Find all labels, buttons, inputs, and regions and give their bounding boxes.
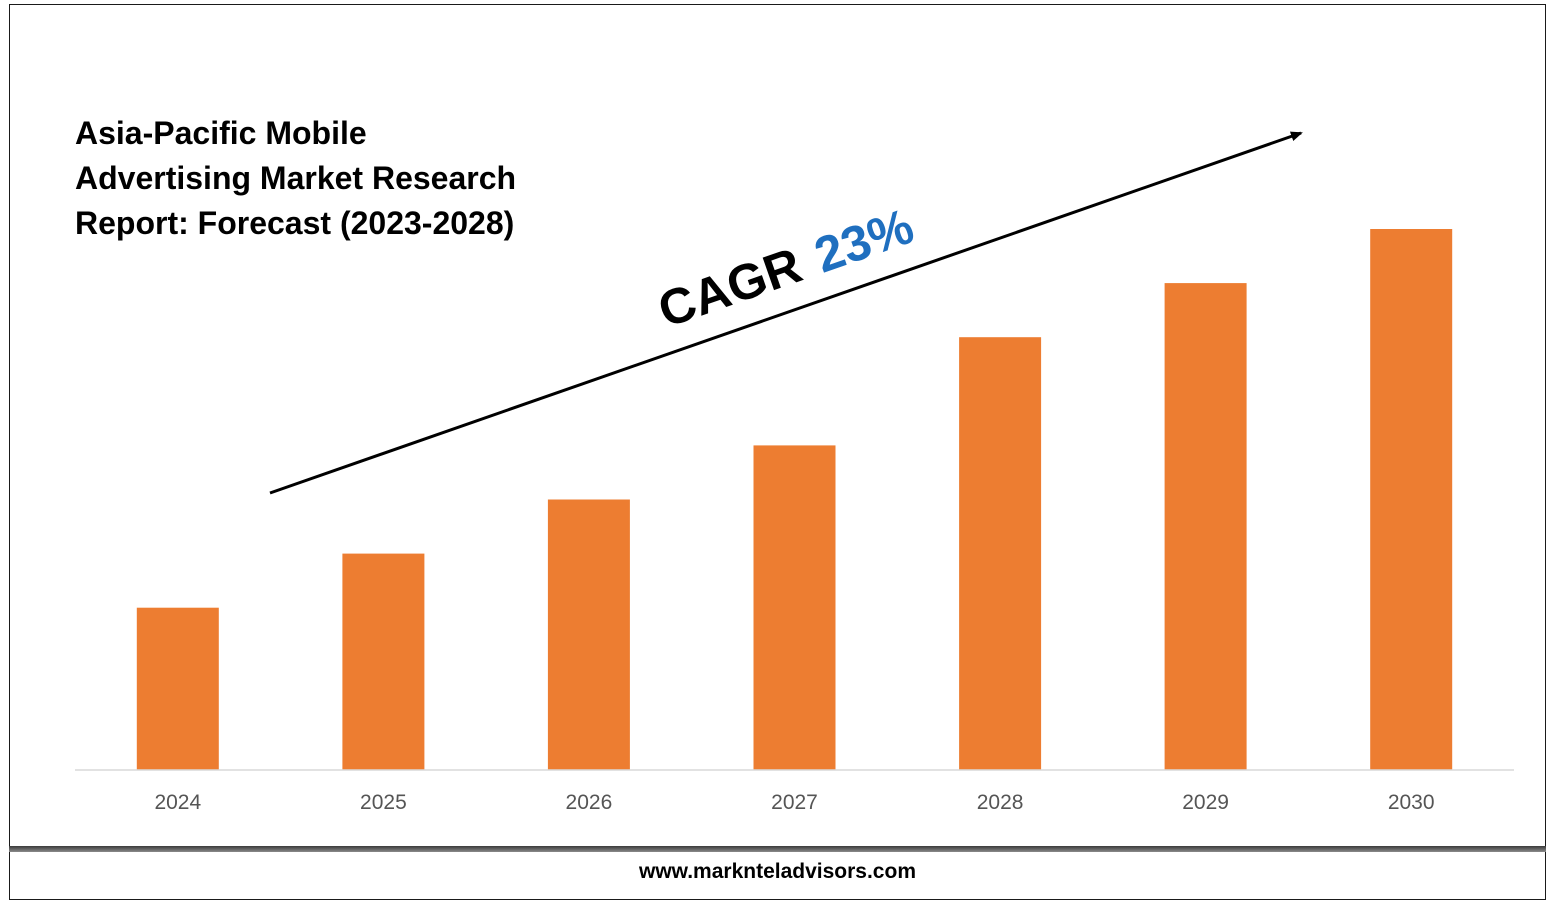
bar-2029 bbox=[1164, 283, 1247, 770]
x-tick-label-2027: 2027 bbox=[771, 791, 818, 814]
x-tick-label-2028: 2028 bbox=[977, 791, 1024, 814]
bar-2030 bbox=[1370, 229, 1453, 770]
cagr-label: CAGR bbox=[651, 237, 808, 339]
x-tick-label-2025: 2025 bbox=[360, 791, 407, 814]
chart-title-line-2: Advertising Market Research bbox=[75, 160, 517, 196]
chart-title-line-1: Asia-Pacific Mobile bbox=[75, 115, 367, 151]
bar-series bbox=[136, 229, 1453, 770]
bar-2027 bbox=[753, 445, 836, 770]
footer-website[interactable]: www.marknteladvisors.com bbox=[639, 860, 916, 883]
chart-title: Asia-Pacific Mobile Advertising Market R… bbox=[75, 111, 595, 246]
bar-2024 bbox=[136, 607, 219, 770]
bar-2025 bbox=[342, 553, 425, 770]
x-tick-label-2024: 2024 bbox=[154, 791, 201, 814]
bar-2028 bbox=[959, 337, 1042, 770]
x-tick-label-2030: 2030 bbox=[1388, 791, 1435, 814]
chart-title-line-3: Report: Forecast (2023-2028) bbox=[75, 205, 515, 241]
bar-2026 bbox=[547, 499, 630, 770]
x-tick-label-2029: 2029 bbox=[1182, 791, 1229, 814]
growth-trend-arrow bbox=[269, 131, 1303, 495]
cagr-annotation: CAGR 23% bbox=[651, 198, 920, 339]
footer-divider bbox=[9, 846, 1546, 852]
x-axis-tick-labels: 2024 2025 2026 2027 2028 2029 2030 bbox=[154, 791, 1434, 814]
x-tick-label-2026: 2026 bbox=[566, 791, 613, 814]
